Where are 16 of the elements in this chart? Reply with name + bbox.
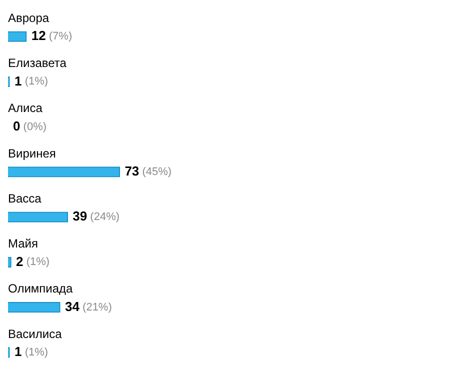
- y-tick-label: Олимпиада: [8, 282, 74, 296]
- data-label: 73 (45%): [124, 164, 172, 179]
- data-label: 1 (1%): [14, 344, 48, 360]
- y-tick-label: Васса: [8, 191, 42, 206]
- data-label: 0 (0%): [13, 118, 47, 134]
- data-label: 34 (21%): [65, 298, 112, 314]
- y-tick-label: Майя: [8, 236, 38, 250]
- data-label: 2 (1%): [16, 254, 50, 269]
- y-tick-label: Алиса: [8, 101, 43, 116]
- data-label: 39 (24%): [72, 208, 120, 224]
- y-tick-label: Василиса: [8, 326, 62, 341]
- data-label: 1 (1%): [14, 73, 48, 88]
- data-label: 12 (7%): [31, 28, 72, 44]
- y-tick-label: Елизавета: [8, 56, 67, 70]
- y-tick-label: Аврора: [8, 10, 50, 25]
- y-tick-label: Виринея: [8, 146, 56, 160]
